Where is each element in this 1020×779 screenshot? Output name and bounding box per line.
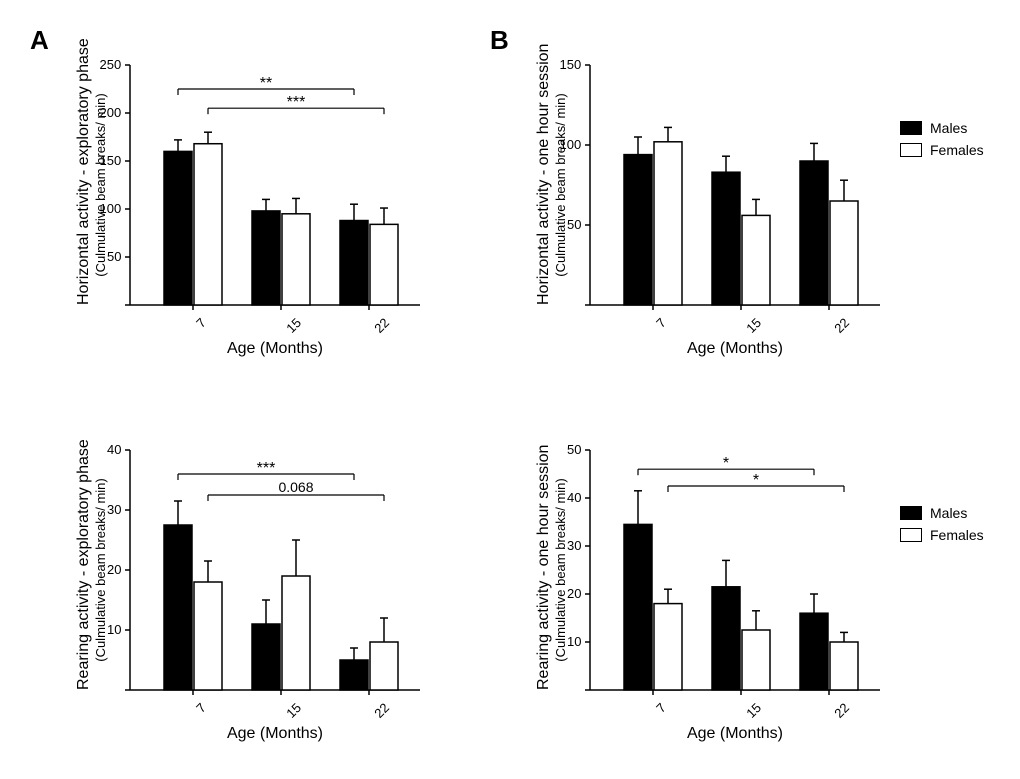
chart-b-bottom: **102030405071522Age (Months)Rearing act… <box>590 450 880 690</box>
legend-females: Females <box>900 142 984 158</box>
bar-males <box>340 221 368 305</box>
bar-females <box>654 142 682 305</box>
legend-swatch-males <box>900 506 922 520</box>
legend-label-females: Females <box>930 142 984 158</box>
y-tick-label: 50 <box>567 217 582 232</box>
bar-females <box>654 604 682 690</box>
chart-a-bottom: ***0.0681020304071522Age (Months)Rearing… <box>130 450 420 690</box>
significance-label: 0.068 <box>266 479 326 495</box>
y-tick-label: 40 <box>107 442 122 457</box>
significance-label: *** <box>266 94 326 112</box>
legend-females: Females <box>900 527 984 543</box>
legend-label-males: Males <box>930 505 967 521</box>
bar-females <box>282 214 310 305</box>
bar-males <box>800 613 828 690</box>
x-tick-label: 22 <box>371 700 392 721</box>
x-axis-label: Age (Months) <box>590 340 880 358</box>
y-tick-label: 20 <box>567 586 582 601</box>
legend-males: Males <box>900 120 984 136</box>
bar-males <box>800 161 828 305</box>
y-tick-label: 30 <box>567 538 582 553</box>
y-tick-label: 30 <box>107 502 122 517</box>
legend-swatch-males <box>900 121 922 135</box>
chart-b-top: 5010015071522Age (Months)Horizontal acti… <box>590 65 880 305</box>
x-tick-label: 22 <box>831 700 852 721</box>
legend-bottom: Males Females <box>900 505 984 549</box>
bar-males <box>624 155 652 305</box>
bar-females <box>370 224 398 305</box>
y-tick-label: 50 <box>107 249 122 264</box>
legend-swatch-females <box>900 528 922 542</box>
bar-females <box>194 144 222 305</box>
figure-root: A B Males Females Males Females *****501… <box>0 0 1020 779</box>
y-tick-label: 10 <box>107 622 122 637</box>
bar-males <box>340 660 368 690</box>
x-axis-label: Age (Months) <box>590 725 880 743</box>
legend-top: Males Females <box>900 120 984 164</box>
bar-males <box>624 524 652 690</box>
bar-females <box>830 201 858 305</box>
y-axis-label: Horizontal activity - one hour session(C… <box>535 65 568 305</box>
bar-males <box>164 525 192 690</box>
legend-swatch-females <box>900 143 922 157</box>
chart-a-top: *****5010015020025071522Age (Months)Hori… <box>130 65 420 305</box>
significance-label: ** <box>236 75 296 93</box>
x-tick-label: 15 <box>283 315 304 336</box>
bar-females <box>742 630 770 690</box>
y-tick-label: 10 <box>567 634 582 649</box>
x-axis-label: Age (Months) <box>130 725 420 743</box>
x-tick-label: 22 <box>831 315 852 336</box>
bar-females <box>370 642 398 690</box>
x-tick-label: 7 <box>193 700 209 716</box>
significance-label: * <box>726 472 786 490</box>
bar-females <box>194 582 222 690</box>
bar-males <box>252 211 280 305</box>
y-axis-label: Rearing activity - one hour session(Culm… <box>535 450 568 690</box>
bar-males <box>252 624 280 690</box>
x-tick-label: 15 <box>743 315 764 336</box>
y-axis-label: Rearing activity - exploratory phase(Cul… <box>75 450 108 690</box>
bar-females <box>830 642 858 690</box>
x-tick-label: 7 <box>193 315 209 331</box>
y-tick-label: 50 <box>567 442 582 457</box>
panel-label-a: A <box>30 25 49 56</box>
significance-label: * <box>696 455 756 473</box>
panel-label-b: B <box>490 25 509 56</box>
x-tick-label: 7 <box>653 700 669 716</box>
bar-females <box>742 215 770 305</box>
bar-males <box>712 172 740 305</box>
x-tick-label: 15 <box>743 700 764 721</box>
bar-males <box>164 151 192 305</box>
chart-svg <box>590 65 882 307</box>
x-tick-label: 22 <box>371 315 392 336</box>
significance-label: *** <box>236 460 296 478</box>
y-tick-label: 20 <box>107 562 122 577</box>
y-tick-label: 40 <box>567 490 582 505</box>
legend-label-females: Females <box>930 527 984 543</box>
bar-males <box>712 587 740 690</box>
y-axis-label: Horizontal activity - exploratory phase(… <box>75 65 108 305</box>
x-axis-label: Age (Months) <box>130 340 420 358</box>
x-tick-label: 15 <box>283 700 304 721</box>
legend-males: Males <box>900 505 984 521</box>
bar-females <box>282 576 310 690</box>
legend-label-males: Males <box>930 120 967 136</box>
x-tick-label: 7 <box>653 315 669 331</box>
